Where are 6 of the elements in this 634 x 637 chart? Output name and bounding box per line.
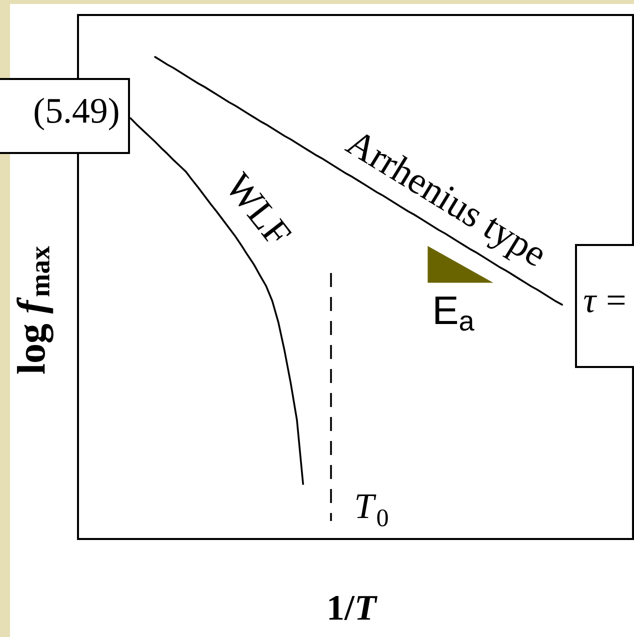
annotation: T$_{0}$ bbox=[356, 494, 388, 526]
x-axis-title: 1/T bbox=[329, 596, 378, 620]
y-axis-title: log f$_{max}$ bbox=[16, 246, 54, 374]
annotation: τ = bbox=[584, 296, 625, 312]
annotation: E$_{a}$ bbox=[435, 296, 474, 331]
annotation: (5.49) bbox=[34, 98, 118, 130]
